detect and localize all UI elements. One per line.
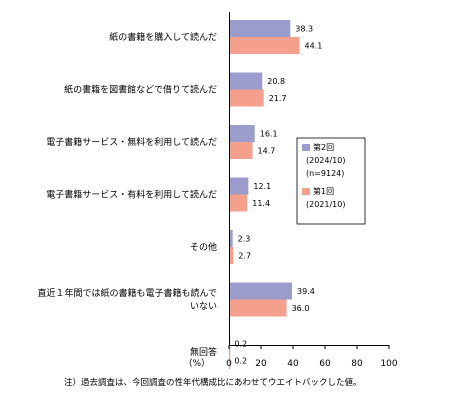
legend-label: (2024/10) [306,156,345,165]
legend-label: 第2回 [313,142,334,152]
bar [229,230,233,247]
data-label: 20.8 [267,77,285,86]
category-label: いない [190,301,217,312]
legend-label: 第1回 [313,186,334,196]
legend-swatch [302,188,310,195]
bar [229,352,231,369]
x-tick-label: 60 [319,359,331,369]
footnote: 注）過去調査は、今回調査の性年代構成比にあわせてウエイトバックした値。 [64,378,362,388]
bar [229,89,264,107]
data-label: 36.0 [292,304,310,313]
x-axis: 0 20 40 60 80 100 （%） [183,12,398,369]
bar [229,194,248,212]
bar [229,37,300,54]
data-label: 16.1 [260,130,278,139]
x-tick-label: 100 [380,359,397,369]
data-label: 2.3 [238,235,251,244]
data-label: 12.1 [253,182,271,191]
bar [229,142,253,159]
category-label: 直近１年間では紙の書籍も電子書籍も読んで [37,287,217,299]
legend-label: (2021/10) [306,200,345,209]
bar [229,125,255,142]
category-label: 無回答 [190,346,217,358]
category-label: その他 [190,241,217,253]
x-tick-label: 0 [226,359,232,369]
data-label: 38.3 [295,25,313,34]
data-labels: 38.3 20.8 16.1 12.1 2.3 39.4 0.2 44.1 21.7 14.7 11… [234,25,322,366]
data-label: 39.4 [297,287,315,296]
legend: 第2回 (2024/10) (n=9124) 第1回 (2021/10) [296,137,366,225]
category-label: 電子書籍サービス・有料を利用して読んだ [46,189,217,201]
category-label: 紙の書籍を購入して読んだ [109,31,217,43]
bar [229,177,249,195]
data-label: 11.4 [252,199,270,208]
legend-swatch [302,144,310,151]
data-label: 21.7 [269,94,287,103]
data-label: 44.1 [305,42,323,51]
category-label: 紙の書籍を図書館などで借りて読んだ [64,84,217,96]
legend-label: (n=9124) [306,169,344,178]
data-label: 14.7 [258,147,276,156]
x-tick-label: 80 [351,359,363,369]
legend-box [296,137,366,225]
bars [229,20,300,369]
data-label: 2.7 [238,252,251,261]
x-tick-label: 20 [255,359,267,369]
bar [229,20,291,37]
bar [229,299,287,317]
x-tick-label: 40 [287,359,299,369]
data-label: 0.2 [234,340,247,349]
bar [229,247,234,264]
bar [229,282,293,300]
category-label: 電子書籍サービス・無料を利用して読んだ [46,136,217,148]
category-labels: 紙の書籍を購入して読んだ紙の書籍を図書館などで借りて読んだ電子書籍サービス・無料… [37,31,217,358]
x-axis-unit-label: （%） [183,358,210,369]
data-label: 0.2 [234,357,247,366]
bar [229,72,263,90]
